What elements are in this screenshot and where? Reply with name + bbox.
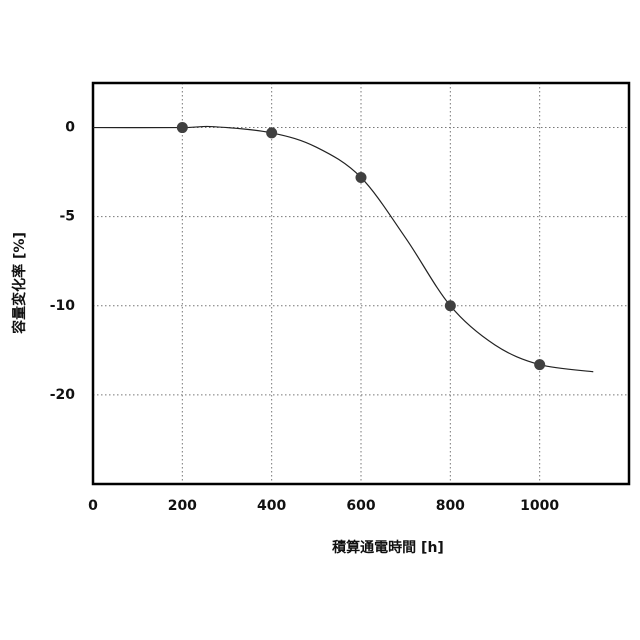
data-point xyxy=(177,122,188,133)
y-axis-label: 容量変化率 [%] xyxy=(11,232,28,335)
fit-curve xyxy=(93,126,593,371)
data-point xyxy=(445,300,456,311)
x-tick-label: 800 xyxy=(436,498,465,514)
x-tick-label: 200 xyxy=(168,498,197,514)
y-tick-label: -10 xyxy=(50,298,76,314)
x-tick-label: 600 xyxy=(346,498,375,514)
x-axis-label: 積算通電時間 [h] xyxy=(331,539,444,556)
y-tick-label: -20 xyxy=(50,387,76,403)
data-point xyxy=(266,127,277,138)
data-point xyxy=(356,172,367,183)
chart: 積算通電時間 [h] 容量変化率 [%] 0 -5 -10 -20 0 200 400 600… xyxy=(0,0,640,640)
x-tick-label: 400 xyxy=(257,498,286,514)
x-tick-label: 1000 xyxy=(520,498,559,514)
y-tick-label: 0 xyxy=(65,120,75,136)
x-tick-label: 0 xyxy=(88,498,98,514)
y-tick-label: -5 xyxy=(59,209,75,225)
data-point xyxy=(534,359,545,370)
